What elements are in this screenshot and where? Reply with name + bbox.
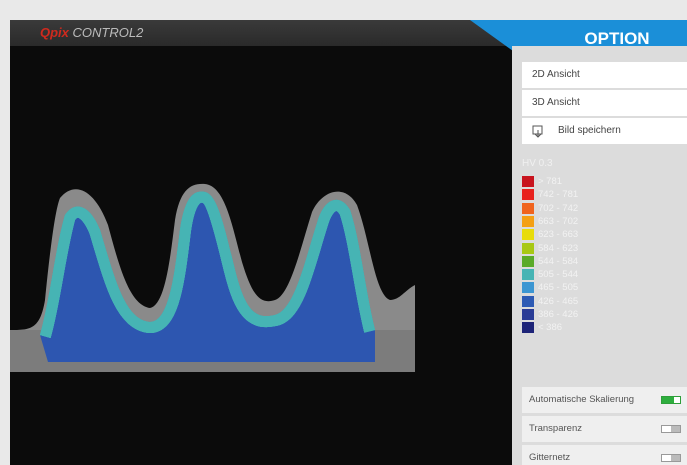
legend-entry: < 386 — [522, 322, 562, 334]
legend-swatch — [522, 295, 534, 307]
save-icon — [532, 125, 543, 138]
toggle-label: Gitternetz — [529, 452, 571, 463]
legend-entry: 426 - 465 — [522, 295, 579, 308]
legend-swatch — [522, 242, 534, 254]
logo-product: CONTROL2 — [72, 25, 144, 40]
toggle-knob — [671, 455, 680, 461]
legend-swatch — [522, 202, 534, 214]
legend-title: HV 0.3 — [522, 158, 553, 169]
view-2d-button[interactable]: 2D Ansicht — [522, 62, 687, 88]
view-3d-button[interactable]: 3D Ansicht — [522, 90, 687, 116]
legend-entry: 386 - 426 — [522, 309, 578, 321]
toggle-row: Gitternetz — [522, 445, 687, 465]
legend-label: 702 - 742 — [538, 202, 579, 214]
legend-label: 386 - 426 — [538, 309, 579, 320]
legend-entry: 505 - 544 — [522, 269, 578, 281]
legend-swatch — [522, 189, 534, 201]
legend-label: 742 - 781 — [538, 189, 579, 201]
legend-entry: 623 - 663 — [522, 229, 578, 241]
legend-swatch — [522, 322, 534, 334]
legend-entry: 544 - 584 — [522, 255, 579, 268]
toggle-label: Transparenz — [529, 423, 582, 434]
legend-label: 465 - 505 — [538, 282, 579, 294]
legend-label: 426 - 465 — [538, 295, 579, 307]
legend-label: < 386 — [538, 322, 563, 334]
legend-swatch — [522, 255, 534, 267]
legend-label: 623 - 663 — [538, 229, 579, 241]
tab-label: OPTION — [584, 29, 649, 48]
legend-label: 544 - 584 — [538, 255, 579, 267]
legend-swatch — [522, 176, 534, 187]
legend-entry: 465 - 505 — [522, 282, 578, 294]
button-label: Bild speichern — [558, 125, 621, 136]
toggle-label: Automatische Skalierung — [529, 394, 635, 405]
legend-swatch — [522, 309, 534, 320]
legend-label: > 781 — [538, 176, 563, 187]
legend-entry: 742 - 781 — [522, 189, 578, 201]
legend-swatch — [522, 229, 534, 241]
toggle-switch[interactable] — [661, 425, 681, 433]
heat-zone — [40, 191, 375, 362]
image-viewer — [10, 20, 512, 465]
toggle-knob — [671, 426, 680, 432]
legend-entry: > 781 — [522, 176, 562, 188]
legend-label: 663 - 702 — [538, 215, 579, 227]
legend-label: 584 - 623 — [538, 242, 579, 254]
legend-label: 505 - 544 — [538, 269, 579, 281]
toggle-row: Transparenz — [522, 416, 687, 442]
legend-swatch — [522, 269, 534, 281]
option-panel: 2D Ansicht 3D Ansicht Bild speichern HV … — [512, 46, 687, 465]
save-image-button[interactable]: Bild speichern — [522, 118, 687, 144]
legend-entry: 663 - 702 — [522, 215, 579, 228]
legend-swatch — [522, 282, 534, 294]
hardness-map — [10, 183, 415, 372]
toggle-knob — [662, 397, 674, 403]
logo: Qpix CONTROL2 — [40, 25, 143, 40]
toggle-switch[interactable] — [661, 454, 681, 462]
legend-entry: 584 - 623 — [522, 242, 579, 255]
toggle-row: Automatische Skalierung — [522, 387, 687, 413]
logo-brand: Qpix — [40, 25, 69, 40]
legend-swatch — [522, 215, 534, 227]
legend-entry: 702 - 742 — [522, 202, 579, 215]
toggle-switch[interactable] — [661, 396, 681, 404]
